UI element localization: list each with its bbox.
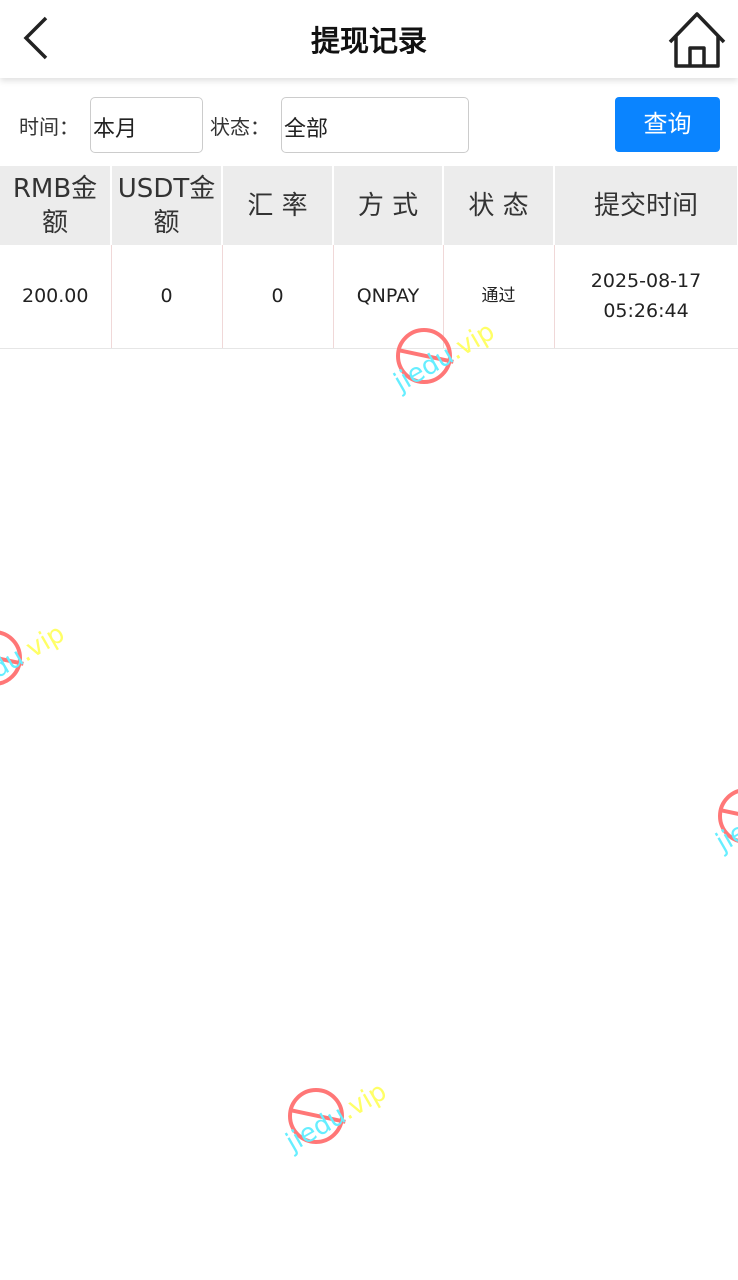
header-method: 方 式 — [333, 166, 444, 245]
header-time: 提交时间 — [554, 166, 738, 245]
watermark-text: .vip — [13, 618, 70, 669]
withdraw-table: RMB金额 USDT金额 汇 率 方 式 状 态 提交时间 200.00 0 0… — [0, 166, 738, 349]
watermark: jiedu.vip — [281, 1077, 418, 1188]
query-button[interactable]: 查询 — [615, 97, 720, 152]
table-header-row: RMB金额 USDT金额 汇 率 方 式 状 态 提交时间 — [0, 166, 738, 245]
watermark-circle-icon — [718, 788, 738, 844]
watermark-text: jiedu — [0, 642, 29, 700]
time-label: 时间： — [19, 115, 79, 139]
top-bar: 提现记录 — [0, 0, 738, 78]
cell-clock: 05:26:44 — [603, 300, 689, 323]
cell-method: QNPAY — [333, 245, 444, 349]
cell-time: 2025-08-17 05:26:44 — [554, 245, 738, 349]
header-rmb: RMB金额 — [0, 166, 112, 245]
cell-rmb: 200.00 — [0, 245, 112, 349]
cell-usdt: 0 — [111, 245, 223, 349]
home-icon[interactable] — [666, 10, 728, 70]
watermark: jiedu.vip — [711, 788, 738, 888]
time-select[interactable]: 本月 — [90, 97, 203, 153]
header-rate: 汇 率 — [222, 166, 334, 245]
cell-rate: 0 — [222, 245, 334, 349]
cell-status: 通过 — [443, 245, 555, 349]
header-status: 状 态 — [443, 166, 555, 245]
header-usdt: USDT金额 — [111, 166, 223, 245]
status-label: 状态： — [210, 115, 270, 139]
watermark-text: jiedu — [389, 340, 459, 398]
status-select[interactable]: 全部 — [281, 97, 469, 153]
watermark-text: jiedu — [281, 1100, 351, 1158]
watermark-text: jiedu — [711, 800, 738, 858]
watermark-circle-icon — [0, 630, 22, 686]
watermark-text: .vip — [335, 1076, 392, 1127]
watermark: jiedu.vip — [0, 619, 96, 730]
watermark-circle-icon — [288, 1088, 344, 1144]
table-row: 200.00 0 0 QNPAY 通过 2025-08-17 05:26:44 — [0, 245, 738, 349]
cell-date: 2025-08-17 — [590, 270, 702, 293]
filter-bar: 时间： 本月 状态： 全部 查询 — [0, 97, 738, 153]
back-icon[interactable] — [18, 14, 58, 64]
page-title: 提现记录 — [310, 24, 427, 58]
